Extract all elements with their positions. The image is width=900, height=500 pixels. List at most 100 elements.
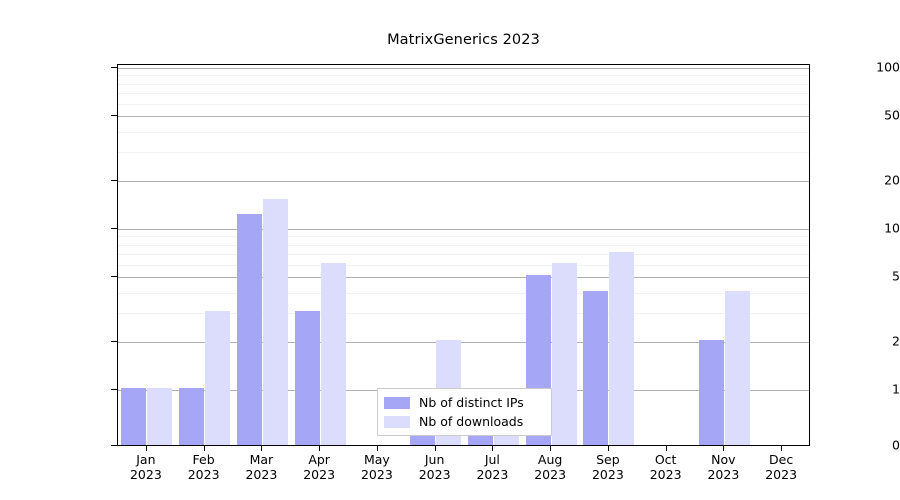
- bar: [699, 340, 724, 445]
- legend-item: Nb of distinct IPs: [384, 393, 545, 412]
- x-axis-tick-mark: [723, 446, 724, 451]
- x-axis-tick-mark: [608, 446, 609, 451]
- bar: [205, 311, 230, 445]
- gridline-minor: [118, 93, 809, 94]
- x-axis-tick-mark: [377, 446, 378, 451]
- x-axis-tick-label: Mar 2023: [226, 452, 296, 483]
- x-axis-tick-mark: [666, 446, 667, 451]
- gridline-minor: [118, 265, 809, 266]
- y-axis-tick-mark: [111, 115, 117, 117]
- x-axis-tick-label: Nov 2023: [688, 452, 758, 483]
- y-axis-tick-mark: [111, 389, 117, 390]
- bar: [147, 388, 172, 445]
- gridline-minor: [118, 104, 809, 105]
- gridline-minor: [118, 236, 809, 237]
- legend-item: Nb of downloads: [384, 412, 545, 431]
- y-axis-tick-label: 20: [884, 172, 900, 188]
- gridline-minor: [118, 84, 809, 85]
- bar: [237, 214, 262, 445]
- x-axis-tick-mark: [550, 446, 551, 451]
- x-axis-tick-label: Jul 2023: [457, 452, 527, 483]
- y-axis-tick-label: 0: [892, 437, 900, 453]
- bar: [179, 388, 204, 445]
- legend-swatch: [384, 415, 410, 428]
- bar: [121, 388, 146, 445]
- x-axis-tick-month: Nov: [711, 452, 736, 467]
- plot-area: [117, 64, 810, 446]
- x-axis-tick-month: Sep: [596, 452, 620, 467]
- x-axis-tick-label: Jan 2023: [111, 452, 181, 483]
- bar: [263, 199, 288, 445]
- x-axis-tick-year: 2023: [187, 467, 220, 483]
- bar: [609, 252, 634, 445]
- x-axis-tick-label: Dec 2023: [746, 452, 816, 483]
- legend-swatch: [384, 396, 410, 409]
- x-axis-tick-year: 2023: [765, 467, 798, 483]
- x-axis-tick-mark: [435, 446, 436, 451]
- x-axis-tick-month: Apr: [308, 452, 330, 467]
- x-axis-tick-year: 2023: [129, 467, 162, 483]
- chart-legend: Nb of distinct IPs Nb of downloads: [377, 388, 552, 436]
- gridline-major: [118, 277, 809, 278]
- bar: [295, 311, 320, 445]
- gridline-major: [118, 229, 809, 230]
- y-axis-tick-mark: [111, 67, 117, 68]
- x-axis-tick-year: 2023: [245, 467, 278, 483]
- x-axis-tick-year: 2023: [534, 467, 567, 483]
- x-axis-tick-mark: [204, 446, 205, 451]
- x-axis-tick-mark: [781, 446, 782, 451]
- x-axis-tick-mark: [319, 446, 320, 451]
- y-axis-tick-mark: [111, 340, 117, 342]
- x-axis-tick-month: Jan: [136, 452, 156, 467]
- gridline-major: [118, 342, 809, 343]
- y-axis-tick-mark: [111, 445, 117, 446]
- x-axis-tick-month: Oct: [654, 452, 677, 467]
- x-axis-tick-label: Sep 2023: [573, 452, 643, 483]
- x-axis-tick-label: Feb 2023: [169, 452, 239, 483]
- chart-title: MatrixGenerics 2023: [387, 32, 540, 48]
- x-axis-tick-mark: [146, 446, 147, 451]
- x-axis-tick-label: Aug 2023: [515, 452, 585, 483]
- x-axis-tick-month: May: [363, 452, 390, 467]
- gridline-minor: [118, 245, 809, 246]
- y-axis-tick-mark: [111, 228, 117, 229]
- x-axis-tick-mark: [492, 446, 493, 451]
- gridline-minor: [118, 152, 809, 153]
- gridline-major: [118, 68, 809, 69]
- x-axis-tick-month: Dec: [769, 452, 794, 467]
- y-axis-tick-label: 1: [892, 381, 900, 397]
- gridline-minor: [118, 75, 809, 76]
- x-axis-tick-month: Jul: [484, 452, 500, 467]
- legend-label: Nb of distinct IPs: [419, 395, 524, 410]
- x-axis-tick-month: Mar: [249, 452, 274, 467]
- y-axis-tick-mark: [111, 276, 117, 278]
- x-axis-tick-year: 2023: [476, 467, 509, 483]
- gridline-minor: [118, 293, 809, 294]
- bar: [321, 263, 346, 445]
- y-axis-tick-label: 10: [884, 220, 900, 236]
- y-axis-tick-label: 50: [884, 107, 900, 123]
- gridline-minor: [118, 313, 809, 314]
- gridline-minor: [118, 254, 809, 255]
- x-axis-tick-label: Apr 2023: [284, 452, 354, 483]
- x-axis-tick-year: 2023: [360, 467, 393, 483]
- gridline-major: [118, 116, 809, 117]
- bar: [583, 291, 608, 445]
- x-axis-tick-month: Jun: [424, 452, 445, 467]
- x-axis-tick-label: Jun 2023: [400, 452, 470, 483]
- x-axis-tick-year: 2023: [591, 467, 624, 483]
- x-axis-tick-label: May 2023: [342, 452, 412, 483]
- gridline-minor: [118, 132, 809, 133]
- x-axis-tick-year: 2023: [303, 467, 336, 483]
- bar: [552, 263, 577, 445]
- x-axis-tick-month: Aug: [537, 452, 563, 467]
- x-axis-tick-month: Feb: [192, 452, 215, 467]
- y-axis-tick-label: 100: [876, 59, 900, 75]
- x-axis-tick-label: Oct 2023: [631, 452, 701, 483]
- x-axis-tick-year: 2023: [707, 467, 740, 483]
- y-axis-tick-label: 2: [892, 333, 900, 349]
- bar: [725, 291, 750, 445]
- gridline-major: [118, 181, 809, 182]
- y-axis-tick-label: 5: [892, 268, 900, 284]
